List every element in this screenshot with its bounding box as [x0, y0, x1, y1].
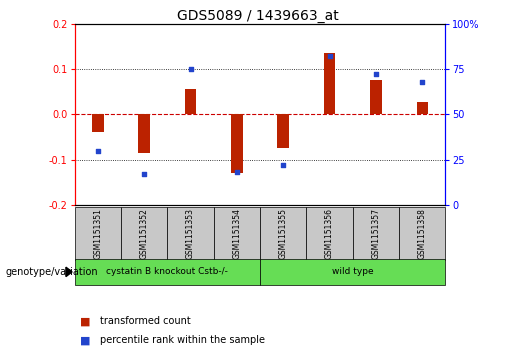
- Text: genotype/variation: genotype/variation: [5, 266, 98, 277]
- Text: GSM1151357: GSM1151357: [371, 208, 381, 259]
- Bar: [370, 80, 382, 114]
- Polygon shape: [66, 267, 72, 277]
- Point: [140, 171, 148, 177]
- Point: [186, 66, 195, 72]
- Text: GSM1151352: GSM1151352: [140, 208, 149, 259]
- Text: GSM1151358: GSM1151358: [418, 208, 427, 259]
- Point: [94, 148, 102, 154]
- Bar: [260, 259, 445, 285]
- Point: [418, 79, 426, 85]
- Bar: [306, 207, 353, 260]
- Text: percentile rank within the sample: percentile rank within the sample: [100, 335, 265, 346]
- Bar: [92, 114, 104, 132]
- Bar: [75, 207, 121, 260]
- Bar: [139, 114, 150, 153]
- Point: [233, 170, 241, 175]
- Point: [279, 162, 287, 168]
- Bar: [324, 53, 335, 114]
- Bar: [214, 207, 260, 260]
- Bar: [185, 89, 196, 114]
- Text: transformed count: transformed count: [100, 316, 191, 326]
- Text: wild type: wild type: [332, 268, 373, 276]
- Text: GSM1151353: GSM1151353: [186, 208, 195, 259]
- Text: GSM1151356: GSM1151356: [325, 208, 334, 259]
- Text: ■: ■: [80, 335, 90, 346]
- Bar: [231, 114, 243, 173]
- Point: [325, 53, 334, 59]
- Text: GSM1151351: GSM1151351: [93, 208, 102, 259]
- Text: GSM1151355: GSM1151355: [279, 208, 288, 259]
- Bar: [278, 114, 289, 148]
- Bar: [121, 207, 167, 260]
- Text: GSM1151354: GSM1151354: [232, 208, 242, 259]
- Bar: [167, 207, 214, 260]
- Point: [372, 72, 380, 77]
- Bar: [75, 259, 260, 285]
- Bar: [260, 207, 306, 260]
- Text: GDS5089 / 1439663_at: GDS5089 / 1439663_at: [177, 9, 338, 23]
- Bar: [353, 207, 399, 260]
- Text: cystatin B knockout Cstb-/-: cystatin B knockout Cstb-/-: [107, 268, 228, 276]
- Bar: [417, 102, 428, 114]
- Text: ■: ■: [80, 316, 90, 326]
- Bar: [399, 207, 445, 260]
